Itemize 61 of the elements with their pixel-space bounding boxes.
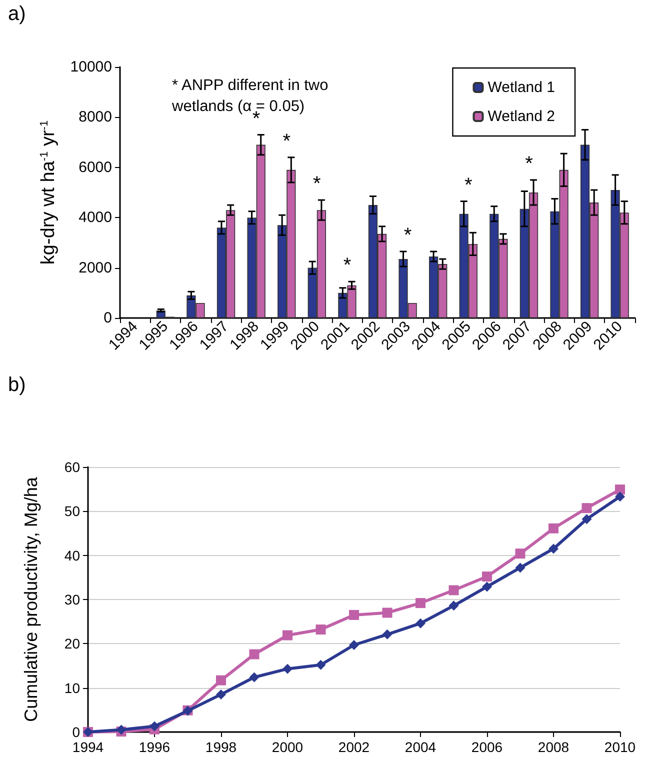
point bbox=[548, 544, 558, 554]
annotation: * bbox=[525, 152, 534, 175]
point bbox=[416, 618, 426, 628]
y-tick-label: 20 bbox=[64, 636, 80, 652]
point bbox=[382, 629, 392, 640]
annotation: * bbox=[282, 130, 291, 152]
annotation: * bbox=[343, 254, 352, 277]
point bbox=[150, 721, 160, 732]
point bbox=[582, 503, 592, 514]
annotation: * bbox=[464, 174, 472, 196]
point bbox=[216, 675, 226, 686]
point bbox=[349, 640, 359, 650]
y-axis-title: kg-dry wt ha-1 yr-1 bbox=[38, 120, 59, 265]
y-tick-label: 50 bbox=[64, 503, 80, 520]
point bbox=[482, 572, 492, 582]
x-tick-label: 2010 bbox=[604, 739, 636, 755]
chart-title: a) bbox=[8, 3, 26, 25]
x-tick-label: 1996 bbox=[138, 739, 170, 755]
x-tick-label: 1994 bbox=[72, 739, 104, 755]
legend-label: Wetland 1 bbox=[488, 79, 555, 96]
point bbox=[416, 598, 426, 608]
point bbox=[582, 514, 592, 524]
x-tick-label: 2000 bbox=[272, 739, 304, 755]
y-tick-label: 0 bbox=[104, 310, 112, 326]
point bbox=[548, 523, 558, 534]
point bbox=[316, 624, 326, 635]
y-tick-label: 2000 bbox=[78, 259, 112, 276]
annotation: * bbox=[313, 173, 322, 196]
point bbox=[515, 562, 526, 573]
y-axis-title: Cumulative productivity, Mg/ha bbox=[21, 476, 41, 722]
point bbox=[615, 492, 625, 502]
y-tick-label: 30 bbox=[64, 592, 80, 608]
point bbox=[448, 585, 459, 596]
y-tick-label: 40 bbox=[64, 547, 80, 564]
y-tick-label: 10 bbox=[64, 680, 80, 696]
chart-title: b) bbox=[8, 374, 26, 396]
y-tick-label: 10000 bbox=[70, 58, 112, 76]
y-tick-label: 6000 bbox=[78, 158, 112, 176]
point bbox=[249, 672, 260, 682]
point bbox=[448, 600, 459, 611]
x-tick-label: 2006 bbox=[471, 739, 503, 755]
point bbox=[615, 484, 625, 495]
point bbox=[282, 630, 292, 640]
y-tick-label: 8000 bbox=[78, 108, 112, 126]
y-tick-label: 4000 bbox=[78, 209, 112, 226]
x-tick-label: 1998 bbox=[205, 739, 237, 755]
point bbox=[216, 689, 226, 700]
legend-label: Wetland 2 bbox=[488, 108, 555, 125]
x-tick-label: 2004 bbox=[404, 739, 436, 755]
point bbox=[349, 610, 359, 620]
y-tick-label: 0 bbox=[72, 724, 80, 740]
x-tick-label: 2008 bbox=[538, 739, 570, 755]
point bbox=[515, 548, 526, 559]
point bbox=[482, 582, 492, 592]
annotation: * bbox=[404, 224, 412, 246]
point bbox=[382, 608, 392, 618]
point bbox=[249, 649, 260, 660]
point bbox=[282, 664, 292, 674]
point bbox=[316, 660, 326, 670]
y-tick-label: 60 bbox=[64, 459, 80, 475]
x-tick-label: 2002 bbox=[338, 739, 370, 755]
